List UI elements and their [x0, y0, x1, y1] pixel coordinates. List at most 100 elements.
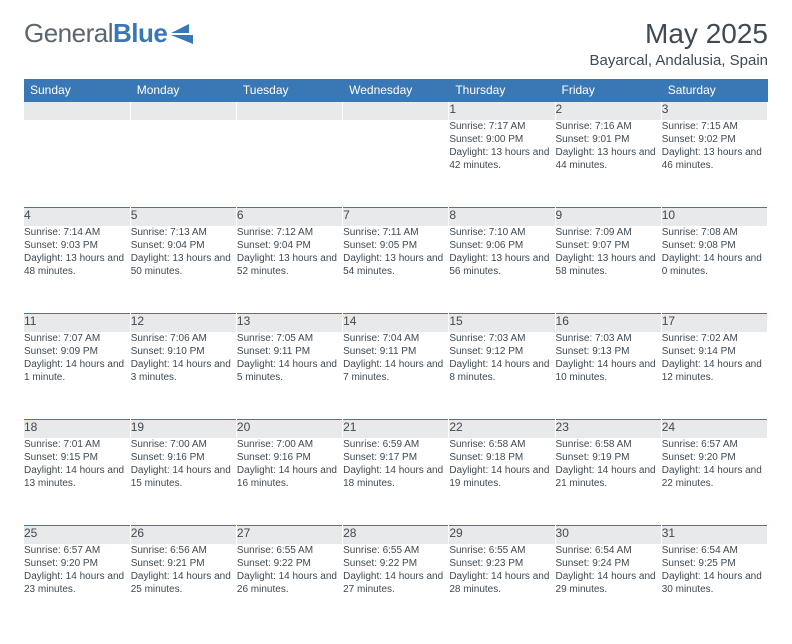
day-number-cell: 19	[130, 420, 236, 438]
daylight-text: Daylight: 14 hours and 29 minutes.	[556, 570, 661, 596]
day-number-cell: 2	[555, 102, 661, 120]
day-number-cell: 5	[130, 208, 236, 226]
day-data-cell: Sunrise: 7:16 AMSunset: 9:01 PMDaylight:…	[555, 120, 661, 208]
day-data-cell: Sunrise: 7:02 AMSunset: 9:14 PMDaylight:…	[661, 332, 767, 420]
daylight-text: Daylight: 14 hours and 5 minutes.	[237, 358, 342, 384]
col-header: Tuesday	[236, 79, 342, 102]
sunset-text: Sunset: 9:22 PM	[237, 557, 342, 570]
day-data-cell: Sunrise: 6:58 AMSunset: 9:19 PMDaylight:…	[555, 438, 661, 526]
day-number-cell: 22	[449, 420, 555, 438]
daylight-text: Daylight: 13 hours and 50 minutes.	[131, 252, 236, 278]
daylight-text: Daylight: 14 hours and 27 minutes.	[343, 570, 448, 596]
day-number-cell: 12	[130, 314, 236, 332]
day-data-cell: Sunrise: 7:07 AMSunset: 9:09 PMDaylight:…	[24, 332, 130, 420]
day-data-cell: Sunrise: 7:14 AMSunset: 9:03 PMDaylight:…	[24, 226, 130, 314]
day-data-cell: Sunrise: 7:11 AMSunset: 9:05 PMDaylight:…	[343, 226, 449, 314]
day-number-cell: 28	[343, 526, 449, 544]
day-data-cell: Sunrise: 7:01 AMSunset: 9:15 PMDaylight:…	[24, 438, 130, 526]
sunrise-text: Sunrise: 7:06 AM	[131, 332, 236, 345]
day-number-cell: 1	[449, 102, 555, 120]
day-number-cell: 7	[343, 208, 449, 226]
sunrise-text: Sunrise: 7:08 AM	[662, 226, 767, 239]
sunrise-text: Sunrise: 7:05 AM	[237, 332, 342, 345]
col-header: Friday	[555, 79, 661, 102]
calendar-body: 123Sunrise: 7:17 AMSunset: 9:00 PMDaylig…	[24, 102, 768, 632]
daylight-text: Daylight: 14 hours and 19 minutes.	[449, 464, 554, 490]
daylight-text: Daylight: 14 hours and 18 minutes.	[343, 464, 448, 490]
daylight-text: Daylight: 14 hours and 26 minutes.	[237, 570, 342, 596]
sunrise-text: Sunrise: 6:54 AM	[556, 544, 661, 557]
day-number-cell	[24, 102, 130, 120]
daylight-text: Daylight: 14 hours and 8 minutes.	[449, 358, 554, 384]
day-number-cell: 10	[661, 208, 767, 226]
day-data-cell: Sunrise: 6:54 AMSunset: 9:24 PMDaylight:…	[555, 544, 661, 632]
day-data-cell: Sunrise: 6:59 AMSunset: 9:17 PMDaylight:…	[343, 438, 449, 526]
day-data-cell: Sunrise: 6:55 AMSunset: 9:23 PMDaylight:…	[449, 544, 555, 632]
col-header: Saturday	[661, 79, 767, 102]
sunset-text: Sunset: 9:12 PM	[449, 345, 554, 358]
sunset-text: Sunset: 9:25 PM	[662, 557, 767, 570]
day-data-row: Sunrise: 7:17 AMSunset: 9:00 PMDaylight:…	[24, 120, 768, 208]
sunset-text: Sunset: 9:17 PM	[343, 451, 448, 464]
sunset-text: Sunset: 9:15 PM	[24, 451, 130, 464]
day-number-cell: 8	[449, 208, 555, 226]
daylight-text: Daylight: 14 hours and 22 minutes.	[662, 464, 767, 490]
day-data-cell	[24, 120, 130, 208]
col-header: Wednesday	[343, 79, 449, 102]
day-data-cell: Sunrise: 6:54 AMSunset: 9:25 PMDaylight:…	[661, 544, 767, 632]
logo-word-1: General	[24, 18, 113, 48]
sunset-text: Sunset: 9:03 PM	[24, 239, 130, 252]
sunset-text: Sunset: 9:21 PM	[131, 557, 236, 570]
day-data-row: Sunrise: 6:57 AMSunset: 9:20 PMDaylight:…	[24, 544, 768, 632]
day-data-row: Sunrise: 7:14 AMSunset: 9:03 PMDaylight:…	[24, 226, 768, 314]
day-data-row: Sunrise: 7:07 AMSunset: 9:09 PMDaylight:…	[24, 332, 768, 420]
day-number-cell: 20	[236, 420, 342, 438]
sunrise-text: Sunrise: 7:04 AM	[343, 332, 448, 345]
day-number-cell: 29	[449, 526, 555, 544]
daylight-text: Daylight: 14 hours and 7 minutes.	[343, 358, 448, 384]
sunset-text: Sunset: 9:01 PM	[556, 133, 661, 146]
logo-word-2: Blue	[113, 18, 167, 48]
day-number-cell: 23	[555, 420, 661, 438]
day-number-cell: 9	[555, 208, 661, 226]
sunset-text: Sunset: 9:13 PM	[556, 345, 661, 358]
sunset-text: Sunset: 9:11 PM	[237, 345, 342, 358]
day-number-cell: 30	[555, 526, 661, 544]
sunset-text: Sunset: 9:00 PM	[449, 133, 554, 146]
day-number-cell: 13	[236, 314, 342, 332]
day-data-cell: Sunrise: 7:13 AMSunset: 9:04 PMDaylight:…	[130, 226, 236, 314]
day-number-cell: 3	[661, 102, 767, 120]
sunset-text: Sunset: 9:10 PM	[131, 345, 236, 358]
sunset-text: Sunset: 9:20 PM	[662, 451, 767, 464]
sunrise-text: Sunrise: 6:58 AM	[556, 438, 661, 451]
sunrise-text: Sunrise: 7:02 AM	[662, 332, 767, 345]
day-data-cell: Sunrise: 7:10 AMSunset: 9:06 PMDaylight:…	[449, 226, 555, 314]
sunset-text: Sunset: 9:02 PM	[662, 133, 767, 146]
col-header: Thursday	[449, 79, 555, 102]
logo: GeneralBlue	[24, 18, 197, 49]
daylight-text: Daylight: 14 hours and 15 minutes.	[131, 464, 236, 490]
daylight-text: Daylight: 13 hours and 54 minutes.	[343, 252, 448, 278]
sunset-text: Sunset: 9:18 PM	[449, 451, 554, 464]
col-header: Monday	[130, 79, 236, 102]
col-header: Sunday	[24, 79, 130, 102]
day-data-cell: Sunrise: 7:00 AMSunset: 9:16 PMDaylight:…	[236, 438, 342, 526]
daylight-text: Daylight: 13 hours and 58 minutes.	[556, 252, 661, 278]
day-data-cell: Sunrise: 7:00 AMSunset: 9:16 PMDaylight:…	[130, 438, 236, 526]
sunrise-text: Sunrise: 7:15 AM	[662, 120, 767, 133]
daylight-text: Daylight: 14 hours and 23 minutes.	[24, 570, 130, 596]
day-number-cell: 16	[555, 314, 661, 332]
sunrise-text: Sunrise: 7:11 AM	[343, 226, 448, 239]
sunset-text: Sunset: 9:11 PM	[343, 345, 448, 358]
daylight-text: Daylight: 14 hours and 1 minute.	[24, 358, 130, 384]
sunset-text: Sunset: 9:04 PM	[237, 239, 342, 252]
day-data-cell: Sunrise: 7:06 AMSunset: 9:10 PMDaylight:…	[130, 332, 236, 420]
sunrise-text: Sunrise: 7:16 AM	[556, 120, 661, 133]
day-number-cell: 17	[661, 314, 767, 332]
sunset-text: Sunset: 9:05 PM	[343, 239, 448, 252]
sunset-text: Sunset: 9:23 PM	[449, 557, 554, 570]
daylight-text: Daylight: 13 hours and 48 minutes.	[24, 252, 130, 278]
day-data-cell	[236, 120, 342, 208]
day-number-cell: 6	[236, 208, 342, 226]
title-block: May 2025 Bayarcal, Andalusia, Spain	[590, 18, 768, 69]
